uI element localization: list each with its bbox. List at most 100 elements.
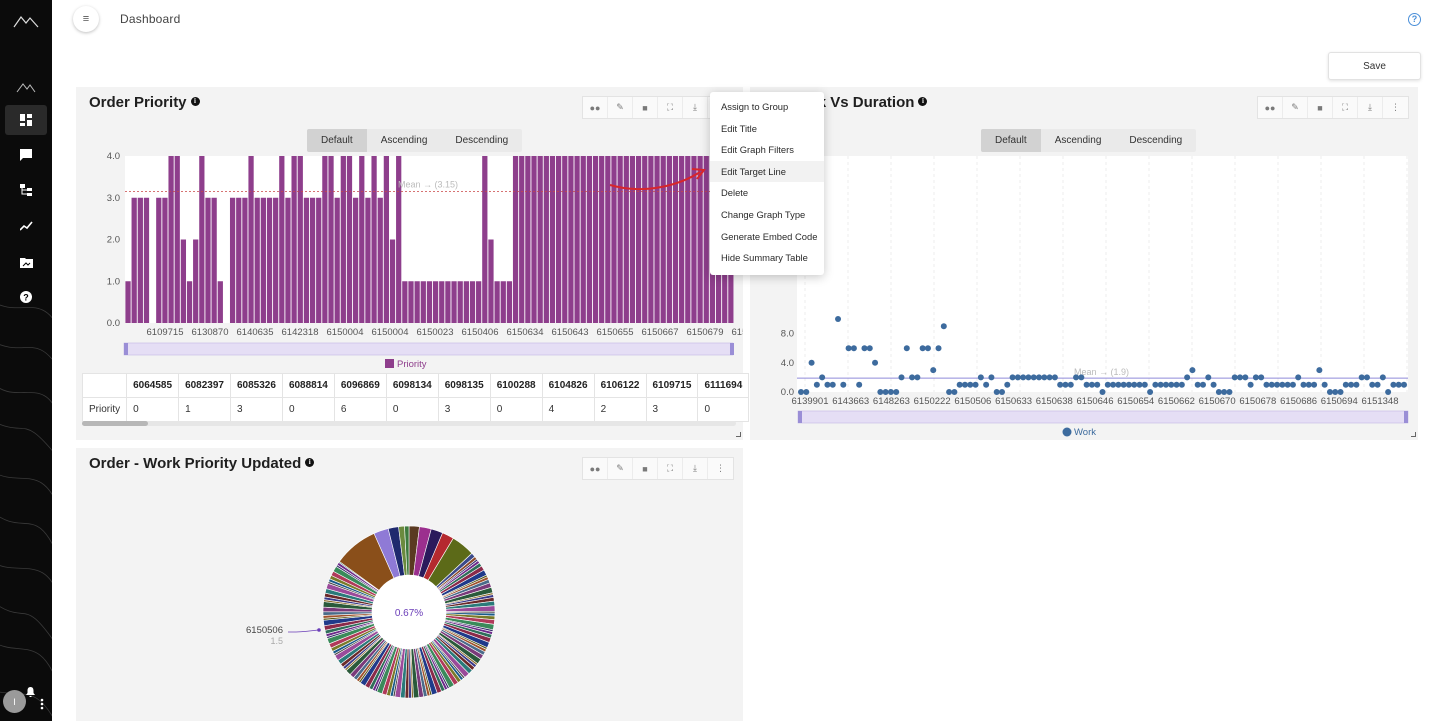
sort-descending-button[interactable]: Descending xyxy=(1129,135,1183,146)
resize-handle-icon[interactable] xyxy=(1411,432,1416,437)
y-tick-label: 3.0 xyxy=(107,193,120,204)
trend-icon[interactable] xyxy=(5,211,47,241)
menu-toggle-button[interactable]: ≡ xyxy=(73,6,99,32)
data-point xyxy=(1131,381,1138,388)
scrollbar-thumb[interactable] xyxy=(82,421,148,426)
zoom-handle[interactable] xyxy=(124,343,128,355)
menu-item-edit-title[interactable]: Edit Title xyxy=(721,122,757,134)
image-folder-icon[interactable] xyxy=(5,247,47,277)
table-corner-cell xyxy=(81,373,128,398)
data-point xyxy=(956,381,963,388)
x-tick-label: 6143663 xyxy=(832,396,869,407)
menu-item-edit-graph-filters[interactable]: Edit Graph Filters xyxy=(721,144,794,156)
sort-ascending-button[interactable]: Ascending xyxy=(380,135,428,146)
data-point xyxy=(861,345,868,352)
bar xyxy=(309,197,316,323)
edit-icon[interactable]: ✎ xyxy=(608,97,633,118)
mountain-icon[interactable] xyxy=(5,72,47,102)
bar xyxy=(328,156,334,323)
zoom-handle[interactable] xyxy=(798,411,802,423)
data-point xyxy=(961,381,968,388)
help-circle-icon[interactable]: ? xyxy=(1408,13,1421,26)
more-vertical-icon[interactable]: ⋮ xyxy=(716,463,725,473)
data-point xyxy=(1083,381,1090,388)
download-icon[interactable]: ⤓ xyxy=(683,97,708,118)
sort-default-button[interactable]: Default xyxy=(307,129,367,152)
data-point xyxy=(866,345,873,352)
group-icon[interactable]: ●● xyxy=(583,97,608,118)
x-tick-label: 6150638 xyxy=(1036,396,1073,407)
zoom-handle[interactable] xyxy=(1404,411,1408,423)
bell-icon[interactable] xyxy=(22,684,38,700)
edit-icon[interactable]: ✎ xyxy=(608,458,633,479)
zoom-slider[interactable] xyxy=(797,410,1409,424)
bar xyxy=(322,156,328,323)
app-logo-icon[interactable] xyxy=(5,6,47,36)
x-tick-label: 6150655 xyxy=(597,327,634,338)
save-button[interactable]: Save xyxy=(1328,52,1421,80)
trash-icon[interactable]: ■ xyxy=(633,458,658,479)
mean-label: Mean → (1.9) xyxy=(1074,367,1129,377)
data-point xyxy=(824,381,831,388)
data-point xyxy=(1036,374,1043,381)
trash-icon[interactable]: ■ xyxy=(1308,97,1333,118)
bar xyxy=(389,239,396,323)
table-scrollbar[interactable] xyxy=(82,421,736,426)
hierarchy-icon[interactable] xyxy=(5,175,47,205)
chat-icon[interactable] xyxy=(5,140,47,170)
menu-item-change-graph-type[interactable]: Change Graph Type xyxy=(721,208,806,220)
data-point xyxy=(1194,381,1201,388)
sort-segmented-control: Default Ascending Descending xyxy=(981,129,1197,152)
info-icon[interactable]: i xyxy=(918,97,928,106)
mean-label: Mean → (3.15) xyxy=(398,179,458,189)
x-tick-label: 6150643 xyxy=(552,327,589,338)
data-point xyxy=(1088,381,1095,388)
dashboard-icon[interactable] xyxy=(5,105,47,135)
more-vertical-icon[interactable]: ⋮ xyxy=(1391,102,1400,112)
menu-item-edit-target-line[interactable]: Edit Target Line xyxy=(710,160,824,183)
bar xyxy=(242,197,248,323)
download-icon[interactable]: ⤓ xyxy=(683,458,708,479)
info-icon[interactable]: i xyxy=(190,97,200,106)
menu-item-delete[interactable]: Delete xyxy=(721,187,749,199)
bar xyxy=(266,197,273,323)
bar xyxy=(691,156,697,323)
group-icon[interactable]: ●● xyxy=(1258,97,1283,118)
edit-icon[interactable]: ✎ xyxy=(1283,97,1308,118)
data-point xyxy=(1358,374,1365,381)
avatar[interactable]: I xyxy=(3,690,26,713)
zoom-handle[interactable] xyxy=(730,343,734,355)
data-point xyxy=(1252,374,1259,381)
data-point xyxy=(1205,374,1212,381)
menu-item-hide-summary-table[interactable]: Hide Summary Table xyxy=(721,252,808,264)
trash-icon[interactable]: ■ xyxy=(633,97,658,118)
bar xyxy=(402,281,408,323)
table-cell: 3 xyxy=(230,397,283,422)
sort-descending-button[interactable]: Descending xyxy=(455,135,509,146)
info-icon[interactable]: i xyxy=(305,458,315,467)
download-icon[interactable]: ⤓ xyxy=(1358,97,1383,118)
data-point xyxy=(1237,374,1244,381)
help-icon[interactable]: ? xyxy=(5,282,47,312)
menu-item-generate-embed-code[interactable]: Generate Embed Code xyxy=(721,230,818,242)
expand-icon[interactable]: ⛶ xyxy=(1333,97,1358,118)
bar xyxy=(303,197,310,323)
resize-handle-icon[interactable] xyxy=(736,432,741,437)
zoom-slider[interactable] xyxy=(123,342,734,356)
x-tick-label: 6150646 xyxy=(1077,396,1114,407)
bar xyxy=(340,156,346,323)
more-vertical-icon[interactable] xyxy=(34,696,50,712)
menu-item-assign-to-group[interactable]: Assign to Group xyxy=(721,101,789,112)
data-point xyxy=(977,374,984,381)
data-point xyxy=(967,381,974,388)
data-point xyxy=(940,323,947,330)
data-point xyxy=(1141,381,1148,388)
expand-icon[interactable]: ⛶ xyxy=(658,97,683,118)
panel-toolbar: ●● ✎ ■ ⛶ ⤓ ⋮ xyxy=(1257,96,1409,119)
sort-ascending-button[interactable]: Ascending xyxy=(1054,135,1102,146)
group-icon[interactable]: ●● xyxy=(583,458,608,479)
data-point xyxy=(1332,389,1339,395)
sort-default-button[interactable]: Default xyxy=(981,129,1041,152)
list-icon: ≡ xyxy=(82,13,90,25)
expand-icon[interactable]: ⛶ xyxy=(658,458,683,479)
